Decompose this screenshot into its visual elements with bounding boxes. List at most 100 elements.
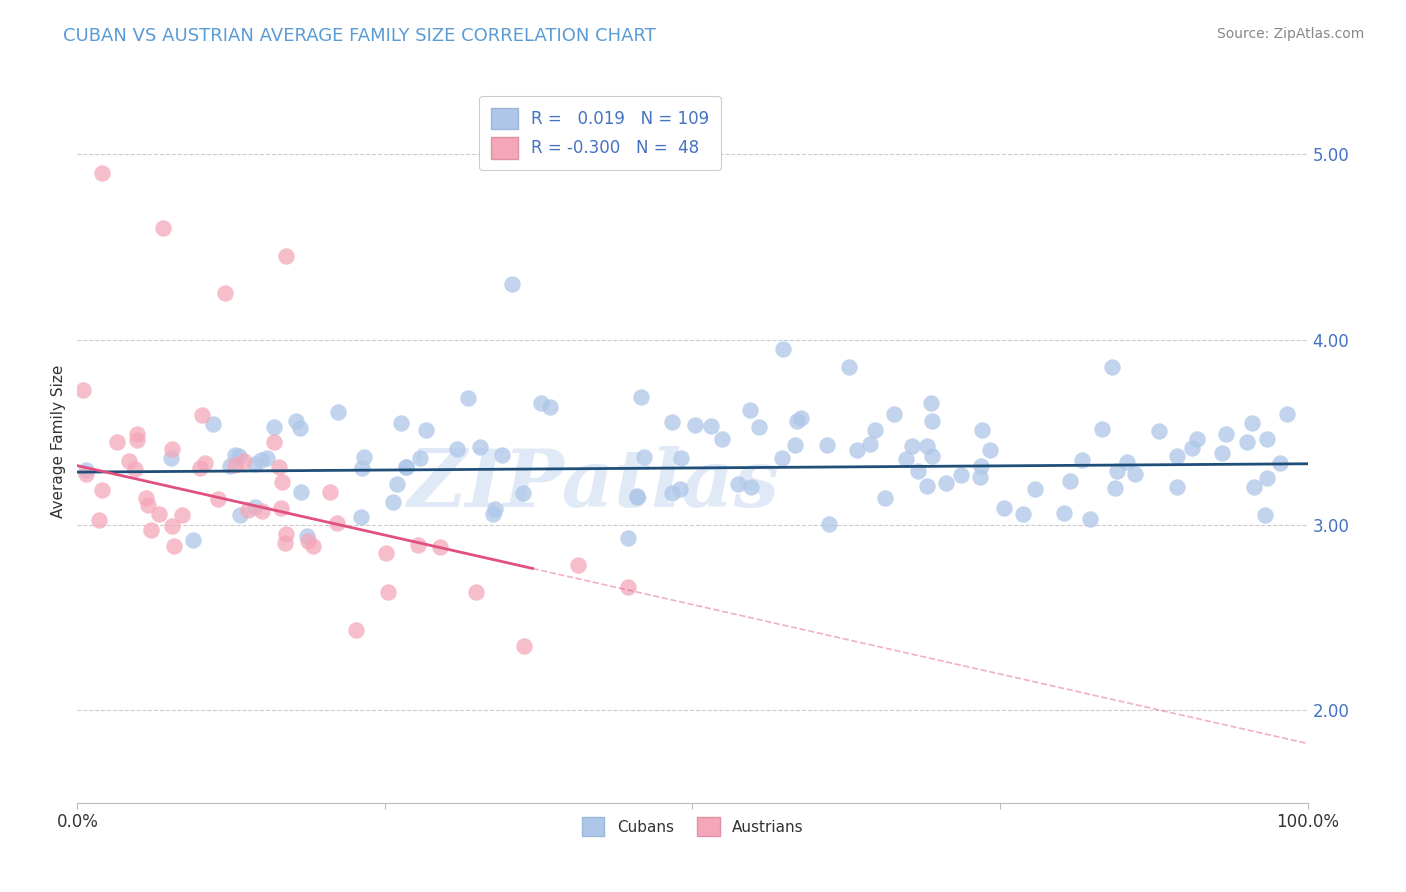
Point bbox=[915, 439, 938, 453]
Point bbox=[865, 423, 887, 437]
Point bbox=[219, 458, 242, 473]
Point bbox=[229, 508, 252, 522]
Point bbox=[700, 419, 723, 434]
Point bbox=[288, 420, 311, 434]
Point bbox=[395, 460, 418, 475]
Point bbox=[135, 491, 157, 506]
Point bbox=[245, 458, 267, 472]
Point bbox=[783, 438, 806, 452]
Point bbox=[1070, 453, 1092, 467]
Point bbox=[429, 540, 451, 554]
Point bbox=[626, 489, 648, 503]
Point bbox=[1078, 511, 1101, 525]
Point bbox=[375, 546, 398, 560]
Point bbox=[538, 400, 561, 414]
Point bbox=[1101, 360, 1123, 375]
Point bbox=[617, 580, 640, 594]
Point bbox=[972, 424, 994, 438]
Point bbox=[382, 495, 405, 509]
Point bbox=[817, 516, 839, 531]
Point bbox=[224, 449, 246, 463]
Legend: Cubans, Austrians: Cubans, Austrians bbox=[575, 811, 810, 842]
Point bbox=[1147, 424, 1170, 438]
Point bbox=[160, 442, 183, 457]
Point bbox=[790, 411, 813, 425]
Point bbox=[274, 527, 297, 541]
Point bbox=[1166, 480, 1188, 494]
Point bbox=[160, 519, 183, 533]
Point bbox=[263, 435, 285, 450]
Point bbox=[920, 396, 942, 410]
Point bbox=[350, 510, 373, 524]
Point bbox=[457, 391, 479, 405]
Point bbox=[188, 461, 211, 475]
Point bbox=[1125, 467, 1147, 481]
Point bbox=[470, 440, 492, 454]
Point bbox=[252, 504, 274, 518]
Point bbox=[921, 449, 943, 463]
Point bbox=[727, 477, 749, 491]
Point bbox=[214, 286, 236, 301]
Point bbox=[207, 492, 229, 507]
Point bbox=[770, 450, 793, 465]
Point bbox=[1105, 464, 1128, 478]
Point bbox=[1256, 433, 1278, 447]
Point bbox=[873, 491, 896, 505]
Point bbox=[1211, 446, 1233, 460]
Point bbox=[491, 448, 513, 462]
Point bbox=[1059, 474, 1081, 488]
Point bbox=[136, 499, 159, 513]
Point bbox=[276, 249, 298, 263]
Point bbox=[290, 485, 312, 500]
Point bbox=[626, 490, 648, 504]
Point bbox=[1091, 422, 1114, 436]
Point bbox=[105, 434, 128, 449]
Point bbox=[353, 450, 375, 464]
Point bbox=[344, 623, 367, 637]
Point bbox=[530, 396, 553, 410]
Point bbox=[683, 418, 706, 433]
Point bbox=[224, 458, 246, 473]
Point bbox=[270, 501, 292, 516]
Point bbox=[484, 501, 506, 516]
Point bbox=[263, 420, 285, 434]
Point bbox=[243, 500, 266, 514]
Point bbox=[859, 437, 882, 451]
Point bbox=[915, 478, 938, 492]
Point bbox=[748, 419, 770, 434]
Point bbox=[1243, 479, 1265, 493]
Text: Source: ZipAtlas.com: Source: ZipAtlas.com bbox=[1216, 27, 1364, 41]
Point bbox=[256, 450, 278, 465]
Point bbox=[669, 450, 692, 465]
Point bbox=[75, 467, 97, 481]
Point bbox=[661, 486, 683, 500]
Point bbox=[87, 512, 110, 526]
Point bbox=[786, 414, 808, 428]
Point bbox=[1181, 441, 1204, 455]
Point bbox=[191, 408, 214, 422]
Point bbox=[501, 277, 523, 291]
Point bbox=[846, 442, 869, 457]
Point bbox=[669, 483, 692, 497]
Point bbox=[633, 450, 655, 465]
Point bbox=[894, 452, 917, 467]
Point bbox=[1053, 507, 1076, 521]
Point bbox=[1254, 508, 1277, 522]
Point bbox=[406, 537, 429, 551]
Point bbox=[125, 433, 148, 447]
Point bbox=[900, 439, 922, 453]
Point bbox=[271, 475, 294, 489]
Point bbox=[125, 426, 148, 441]
Point bbox=[1236, 434, 1258, 449]
Point bbox=[163, 539, 186, 553]
Point bbox=[148, 507, 170, 521]
Point bbox=[152, 221, 174, 235]
Point bbox=[740, 403, 762, 417]
Point bbox=[969, 470, 991, 484]
Point bbox=[567, 558, 589, 572]
Point bbox=[228, 450, 250, 464]
Point bbox=[183, 533, 205, 547]
Point bbox=[883, 407, 905, 421]
Point bbox=[661, 415, 683, 429]
Point bbox=[236, 502, 259, 516]
